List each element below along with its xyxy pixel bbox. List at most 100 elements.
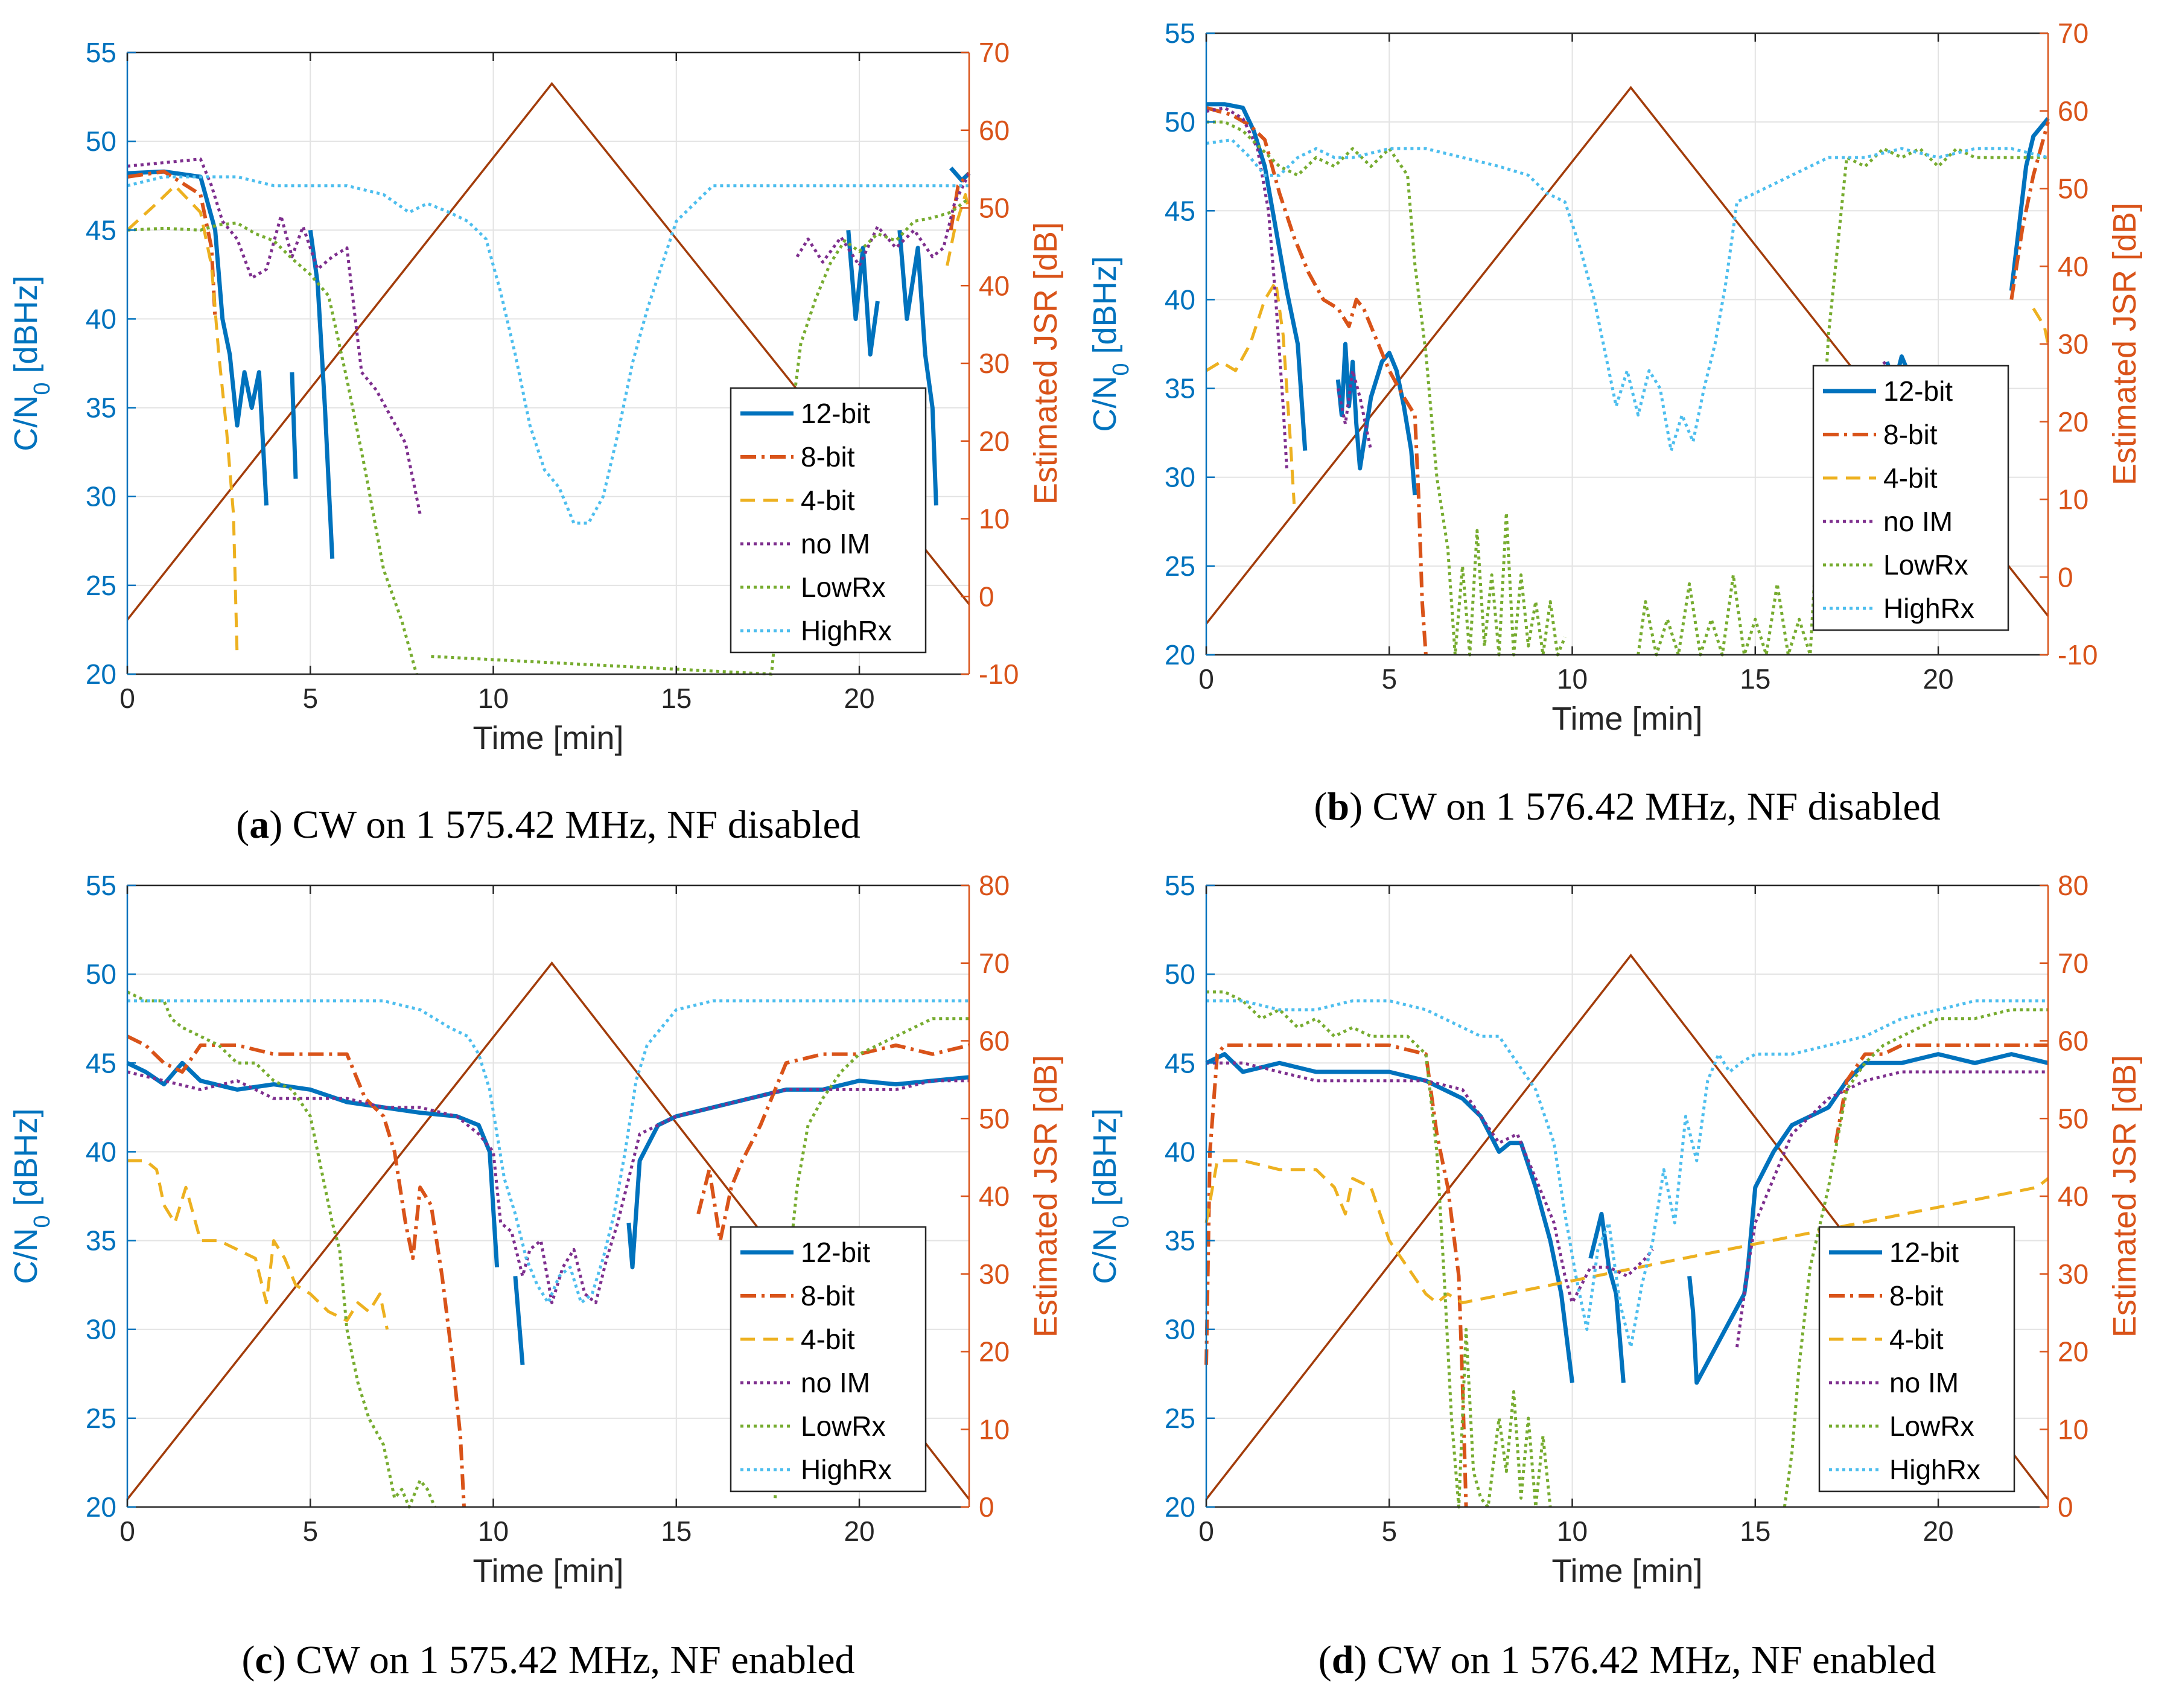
left-tick-label: 30	[86, 481, 116, 512]
left-tick-label: 55	[86, 870, 116, 901]
left-tick-label: 25	[86, 570, 116, 601]
x-tick-label: 0	[1198, 663, 1214, 695]
legend: 12-bit 8-bit 4-bit no IM LowRx HighRx	[730, 387, 927, 654]
left-tick-label: 35	[86, 1225, 116, 1257]
x-tick-label: 0	[119, 683, 135, 714]
legend: 12-bit 8-bit 4-bit no IM LowRx HighRx	[1818, 1226, 2015, 1493]
x-tick-label: 10	[1557, 663, 1588, 695]
legend-box	[730, 387, 927, 654]
right-tick-label: 70	[979, 948, 1010, 979]
x-tick-label: 15	[1740, 663, 1770, 695]
series-lowrx	[126, 990, 969, 1509]
left-tick-label: 20	[86, 1491, 116, 1523]
right-tick-label: 30	[2058, 1258, 2088, 1290]
legend-label: no IM	[801, 1367, 870, 1398]
left-tick-label: 30	[86, 1314, 116, 1345]
series-highrx	[127, 999, 969, 1305]
series-highrx	[127, 175, 969, 525]
legend-label: 4-bit	[801, 485, 855, 516]
series-4-bit	[127, 1159, 389, 1330]
series-12-bit	[1206, 102, 2050, 496]
left-tick-label: 35	[1165, 373, 1195, 404]
right-tick-label: 80	[2058, 870, 2088, 901]
left-tick-label: 25	[86, 1403, 116, 1434]
legend-label: 4-bit	[1889, 1324, 1944, 1355]
series-8-bit	[127, 170, 971, 319]
x-tick-label: 5	[302, 683, 318, 714]
right-tick-label: 50	[979, 193, 1010, 224]
x-tick-label: 20	[1923, 1515, 1953, 1547]
series-no-im	[127, 1070, 969, 1305]
right-tick-label: 60	[2058, 95, 2088, 127]
x-tick-label: 20	[844, 1515, 874, 1547]
left-tick-label: 45	[86, 1047, 116, 1079]
left-tick-label: 30	[1165, 462, 1195, 493]
x-tick-label: 10	[1557, 1515, 1588, 1547]
right-tick-label: 60	[979, 115, 1010, 146]
left-tick-label: 20	[86, 658, 116, 690]
legend-label: no IM	[1883, 506, 1953, 537]
caption: (d) CW on 1 576.42 MHz, NF enabled	[1319, 1638, 1936, 1682]
legend: 12-bit 8-bit 4-bit no IM LowRx HighRx	[730, 1226, 927, 1493]
left-tick-label: 55	[1165, 18, 1195, 49]
left-tick-label: 55	[1165, 870, 1195, 901]
left-tick-label: 50	[86, 126, 116, 157]
right-tick-label: 30	[2058, 328, 2088, 360]
left-axis-label: C/N0 [dBHz]	[8, 1108, 55, 1284]
panel-c: 0 5 10 15 20 20 25 30 35 40 45 50 55 0 10 20 30 40 50 60 70 8…	[8, 870, 1064, 1682]
legend-label: 8-bit	[801, 441, 855, 473]
legend-box	[1818, 1226, 2015, 1493]
panel-d: 0 5 10 15 20 20 25 30 35 40 45 50 55 0 10 20 30 40 50 60 70 8…	[1087, 870, 2143, 1682]
right-tick-label: 60	[2058, 1025, 2088, 1057]
caption: (c) CW on 1 575.42 MHz, NF enabled	[241, 1638, 854, 1682]
right-tick-label: 20	[979, 425, 1010, 457]
legend-label: 8-bit	[1883, 419, 1938, 450]
series-no-im	[1206, 1061, 2048, 1348]
left-tick-label: 45	[1165, 195, 1195, 226]
right-tick-label: 10	[2058, 1413, 2088, 1445]
legend-label: LowRx	[1889, 1410, 1974, 1442]
left-tick-label: 20	[1165, 639, 1195, 671]
right-tick-label: 0	[979, 1491, 994, 1523]
left-tick-label: 35	[86, 392, 116, 424]
legend-label: 12-bit	[1883, 375, 1953, 407]
left-tick-label: 25	[1165, 550, 1195, 582]
x-tick-label: 20	[844, 683, 874, 714]
left-tick-label: 30	[1165, 1314, 1195, 1345]
x-tick-label: 5	[1381, 663, 1397, 695]
legend-label: 4-bit	[801, 1324, 855, 1355]
series-8-bit	[1204, 1043, 2048, 1508]
right-tick-label: 70	[2058, 948, 2088, 979]
left-tick-label: 50	[1165, 106, 1195, 138]
series-12-bit	[126, 1060, 970, 1365]
right-tick-label: 0	[2058, 1491, 2073, 1523]
series-12-bit	[1205, 1052, 2049, 1385]
series-8-bit	[126, 1034, 970, 1508]
right-tick-label: 50	[2058, 1103, 2088, 1134]
series-4-bit	[1205, 280, 2050, 505]
right-tick-label: 10	[2058, 484, 2088, 515]
right-tick-label: 10	[979, 503, 1010, 535]
right-tick-label: 60	[979, 1025, 1010, 1057]
legend-label: 4-bit	[1883, 462, 1938, 494]
right-axis-label: Estimated JSR [dB]	[1028, 1055, 1064, 1337]
left-tick-label: 40	[86, 1136, 116, 1167]
left-axis-label: C/N0 [dBHz]	[8, 275, 55, 451]
panel-b: 0 5 10 15 20 20 25 30 35 40 45 50 55 -10 0 10 20 30 40 50 60…	[1087, 18, 2143, 829]
legend-label: 12-bit	[801, 398, 870, 429]
right-tick-label: 20	[979, 1336, 1010, 1368]
grid	[127, 885, 969, 1507]
x-tick-label: 10	[478, 1515, 509, 1547]
right-tick-label: -10	[979, 658, 1019, 690]
series-8-bit	[1206, 106, 2050, 655]
legend-box	[1812, 365, 2009, 631]
right-tick-label: 20	[2058, 1336, 2088, 1368]
right-tick-label: 50	[979, 1103, 1010, 1134]
right-axis-label: Estimated JSR [dB]	[1028, 222, 1064, 505]
legend-box	[730, 1226, 927, 1493]
left-tick-label: 55	[86, 37, 116, 68]
legend-label: 12-bit	[801, 1237, 870, 1268]
right-tick-label: 40	[979, 270, 1010, 301]
series-lowrx	[1206, 120, 2048, 657]
